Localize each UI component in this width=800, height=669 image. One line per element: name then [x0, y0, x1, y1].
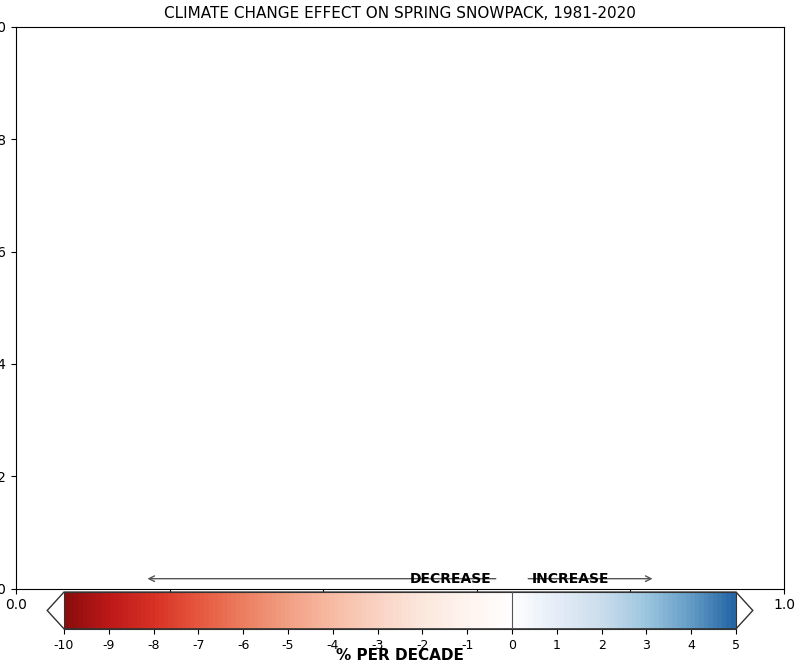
Text: % PER DECADE: % PER DECADE	[336, 648, 464, 663]
Title: CLIMATE CHANGE EFFECT ON SPRING SNOWPACK, 1981-2020: CLIMATE CHANGE EFFECT ON SPRING SNOWPACK…	[164, 7, 636, 21]
Text: INCREASE: INCREASE	[532, 572, 610, 585]
Text: DECREASE: DECREASE	[410, 572, 492, 585]
